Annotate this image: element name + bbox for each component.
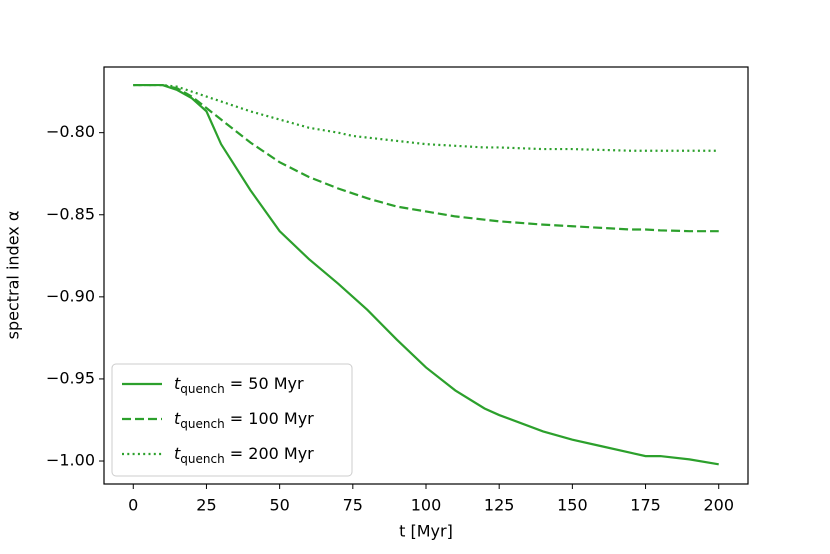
x-tick-label: 175 <box>630 496 661 515</box>
legend-label: tquench = 100 Myr <box>174 409 314 431</box>
line-series <box>133 83 719 466</box>
x-tick-label: 50 <box>269 496 289 515</box>
legend-label: tquench = 200 Myr <box>174 444 314 466</box>
x-tick-label: 75 <box>343 496 363 515</box>
y-tick-label: −0.90 <box>46 286 95 305</box>
x-tick-label: 0 <box>128 496 138 515</box>
x-tick-label: 100 <box>411 496 442 515</box>
x-tick-label: 125 <box>484 496 515 515</box>
line-series <box>133 83 719 152</box>
y-tick-label: −0.95 <box>46 368 95 387</box>
x-tick-label: 25 <box>196 496 216 515</box>
line-series <box>133 83 719 233</box>
legend-label: tquench = 50 Myr <box>174 374 304 396</box>
x-axis-label: t [Myr] <box>399 522 453 541</box>
y-tick-label: −0.85 <box>46 204 95 223</box>
y-tick-label: −1.00 <box>46 451 95 470</box>
legend-box <box>111 363 353 477</box>
x-tick-label: 150 <box>557 496 588 515</box>
x-tick-label: 200 <box>703 496 734 515</box>
y-axis-label: spectral index α <box>4 211 23 340</box>
legend: tquench = 50 Myr tquench = 100 Myr tquench… <box>111 363 353 477</box>
y-tick-label: −0.80 <box>46 122 95 141</box>
